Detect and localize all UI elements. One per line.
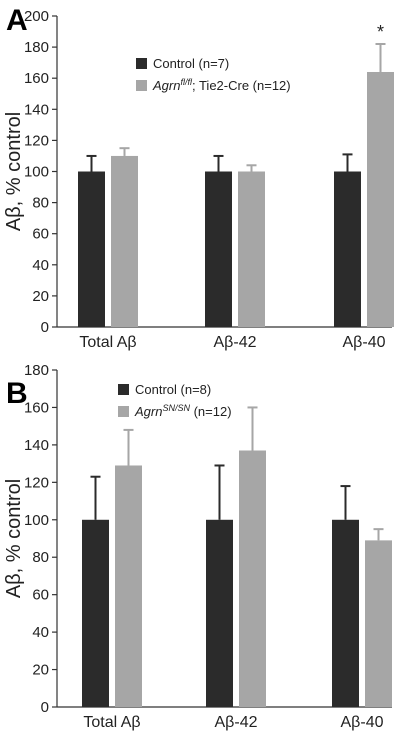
y-tick-label: 80 (32, 195, 49, 212)
y-tick-label: 200 (24, 8, 49, 25)
legend-label: AgrnSN/SN (n=12) (134, 403, 232, 419)
bar-mutant (238, 171, 265, 327)
bar-mutant (367, 71, 394, 327)
y-tick-label: 100 (24, 164, 49, 181)
bar-mutant (239, 450, 266, 707)
y-tick-label: 0 (41, 319, 49, 336)
bar-control (205, 171, 232, 327)
y-tick-label: 180 (24, 39, 49, 56)
y-tick-label: 140 (24, 101, 49, 118)
legend-swatch (118, 384, 129, 395)
x-tick-label: Aβ-42 (214, 334, 257, 351)
panel-a: A 0 20 40 60 80 100 120 140 160 180 200 Aβ, % contro… (3, 4, 394, 351)
y-tick-label: 180 (24, 362, 49, 379)
x-tick-label: Aβ-40 (343, 334, 386, 351)
y-tick-label: 0 (41, 699, 49, 716)
y-tick-label: 160 (24, 70, 49, 87)
y-tick-label: 160 (24, 399, 49, 416)
legend-swatch (136, 58, 147, 69)
bar-control (206, 519, 233, 707)
bar-control (82, 519, 109, 707)
y-tick-label: 80 (32, 549, 49, 566)
x-tick-label: Aβ-42 (215, 714, 258, 731)
y-tick-label: 120 (24, 474, 49, 491)
legend-label: Agrnfl/fl; Tie2-Cre (n=12) (152, 77, 291, 93)
bar-mutant (115, 465, 142, 707)
x-tick-label: Total Aβ (79, 334, 136, 351)
y-tick-label: 20 (32, 662, 49, 679)
x-tick-label: Aβ-40 (341, 714, 384, 731)
y-axis-label: Aβ, % control (3, 112, 25, 231)
significance-marker: * (377, 22, 384, 42)
bar-control (334, 171, 361, 327)
bar-mutant (365, 540, 392, 707)
y-tick-label: 120 (24, 132, 49, 149)
panel-b: B 0 20 40 60 80 100 120 140 160 180 Aβ, % control To… (3, 362, 392, 731)
y-tick-label: 20 (32, 288, 49, 305)
bar-control (332, 519, 359, 707)
y-tick-label: 40 (32, 257, 49, 274)
y-tick-label: 60 (32, 587, 49, 604)
legend-swatch (118, 406, 129, 417)
bar-control (78, 171, 105, 327)
y-axis-label: Aβ, % control (3, 479, 25, 598)
legend-swatch (136, 80, 147, 91)
panel-letter: A (6, 4, 28, 37)
legend-label: Control (n=8) (135, 382, 211, 397)
y-tick-label: 140 (24, 437, 49, 454)
bar-mutant (111, 155, 138, 327)
y-tick-label: 60 (32, 226, 49, 243)
y-tick-label: 40 (32, 624, 49, 641)
legend-label: Control (n=7) (153, 56, 229, 71)
y-tick-label: 100 (24, 512, 49, 529)
x-tick-label: Total Aβ (83, 714, 140, 731)
panel-letter: B (6, 377, 28, 410)
